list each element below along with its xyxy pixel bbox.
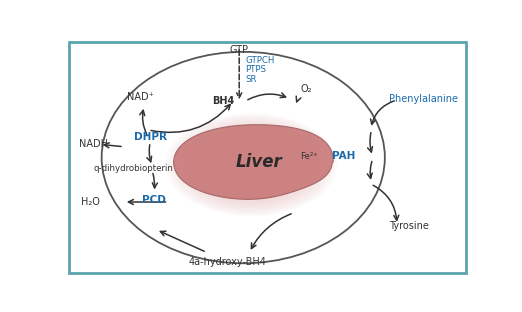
- Text: GTP: GTP: [230, 45, 248, 55]
- Text: q-dihydrobiopterin: q-dihydrobiopterin: [93, 164, 173, 173]
- Text: DHPR: DHPR: [134, 132, 167, 142]
- Text: GTPCH: GTPCH: [245, 56, 275, 65]
- Text: BH4: BH4: [212, 96, 234, 106]
- Text: NADH: NADH: [79, 139, 109, 149]
- Text: 4a-hydroxy-BH4: 4a-hydroxy-BH4: [188, 257, 266, 267]
- Text: SR: SR: [245, 75, 257, 84]
- Text: PCD: PCD: [142, 195, 166, 205]
- Text: PAH: PAH: [333, 151, 355, 161]
- Text: PTPS: PTPS: [245, 66, 266, 74]
- Text: Tyrosine: Tyrosine: [389, 221, 429, 231]
- Polygon shape: [174, 125, 333, 199]
- Text: NAD⁺: NAD⁺: [127, 92, 153, 102]
- Text: Fe²⁺: Fe²⁺: [300, 152, 318, 161]
- Text: O₂: O₂: [301, 84, 312, 94]
- Text: H₂O: H₂O: [80, 197, 100, 207]
- Text: Liver: Liver: [236, 154, 283, 171]
- Text: Phenylalanine: Phenylalanine: [389, 94, 458, 104]
